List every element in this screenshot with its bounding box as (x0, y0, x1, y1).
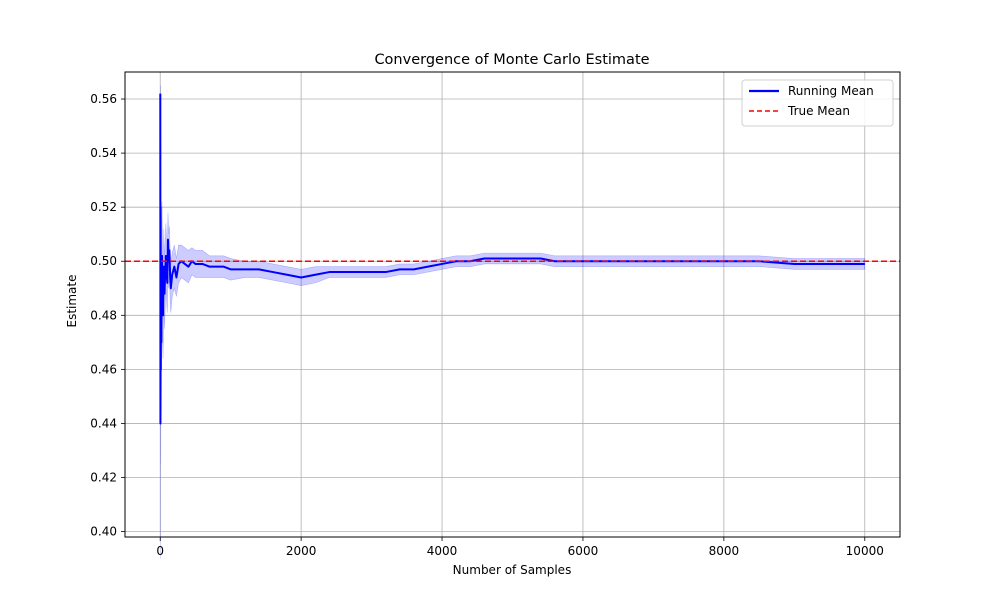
plot-frame (124, 71, 901, 538)
y-axis-label: Estimate (65, 274, 79, 327)
legend-label-running-mean: Running Mean (788, 84, 874, 98)
grid-lines (125, 72, 900, 537)
y-tick-label: 0.44 (90, 416, 117, 430)
y-tick-label: 0.56 (90, 92, 117, 106)
y-tick-label: 0.52 (90, 200, 117, 214)
confidence-band (160, 85, 866, 559)
x-tick-label: 6000 (568, 544, 599, 558)
x-tick-label: 4000 (427, 544, 458, 558)
legend-label-true-mean: True Mean (787, 104, 850, 118)
y-tick-label: 0.40 (90, 525, 117, 539)
chart-title: Convergence of Monte Carlo Estimate (374, 52, 649, 68)
axis-ticks: 0 2000 4000 6000 8000 10000 0.40 0.42 0.44 0.46 0.… (90, 92, 884, 558)
series-lines-layer (125, 93, 900, 425)
confidence-band-layer (160, 85, 866, 559)
running-mean-line (159, 93, 865, 425)
y-tick-label: 0.50 (90, 254, 117, 268)
x-tick-label: 10000 (846, 544, 884, 558)
y-tick-label: 0.54 (90, 146, 117, 160)
y-tick-label: 0.42 (90, 471, 117, 485)
x-tick-label: 8000 (709, 544, 740, 558)
x-tick-label: 2000 (286, 544, 317, 558)
y-tick-label: 0.48 (90, 308, 117, 322)
legend-box (741, 79, 894, 127)
legend: Running Mean True Mean (741, 79, 894, 127)
x-axis-label: Number of Samples (453, 563, 572, 577)
x-tick-label: 0 (156, 544, 164, 558)
y-tick-label: 0.46 (90, 362, 117, 376)
